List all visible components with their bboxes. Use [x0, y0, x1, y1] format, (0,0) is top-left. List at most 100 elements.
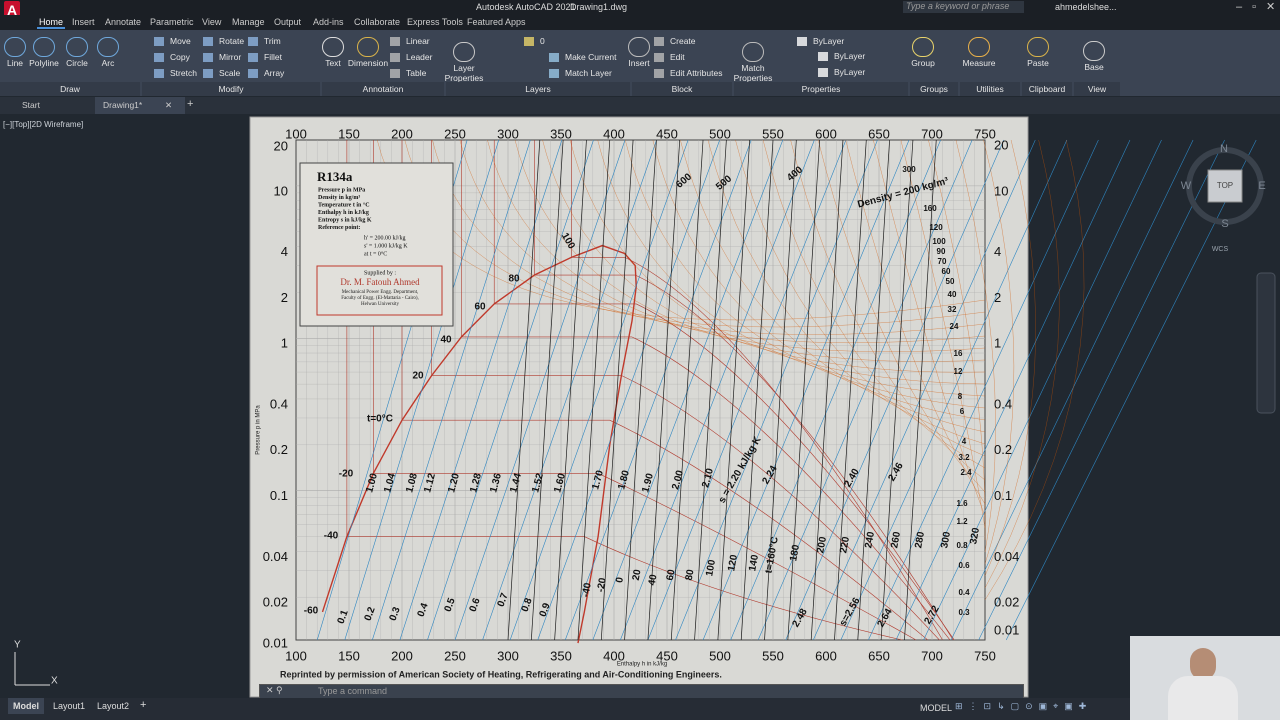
command-line[interactable]: ✕ ⚲ Type a command [259, 684, 1024, 699]
tool-icon[interactable] [1027, 37, 1049, 57]
ribbon-tab[interactable]: View [202, 17, 222, 27]
ribbon-tab[interactable]: Collaborate [354, 17, 401, 27]
layout-tab[interactable]: Layout1 [53, 701, 86, 711]
status-toggles[interactable]: ⊞⋮⊡↳▢⊙▣⌖▣✚ [955, 701, 1093, 711]
tool-icon[interactable] [654, 37, 664, 46]
tool-icon[interactable] [154, 69, 164, 78]
tool-button[interactable]: Base [1084, 62, 1104, 72]
ribbon-tab[interactable]: Insert [72, 17, 95, 27]
tool-icon[interactable] [654, 53, 664, 62]
tool-icon[interactable] [4, 37, 26, 57]
tool-button[interactable]: Circle [66, 58, 88, 68]
tool-button[interactable]: Move [170, 36, 191, 46]
tool-button[interactable]: Create [670, 36, 696, 46]
tool-icon[interactable] [818, 52, 828, 61]
add-layout[interactable]: + [140, 699, 147, 711]
panel-title[interactable]: Groups [910, 82, 958, 96]
tool-button[interactable]: Linear [406, 36, 430, 46]
ribbon-tab[interactable]: Manage [232, 17, 265, 27]
doc-tab-active[interactable]: Drawing1* ✕ [95, 97, 185, 114]
tool-button[interactable]: Scale [219, 68, 241, 78]
tool-icon[interactable] [797, 37, 807, 46]
tool-icon[interactable] [203, 69, 213, 78]
tool-button[interactable]: Make Current [565, 52, 617, 62]
tool-icon[interactable] [248, 53, 258, 62]
ribbon-tab[interactable]: Parametric [150, 17, 194, 27]
ribbon-tab[interactable]: Output [274, 17, 302, 27]
viewport-label[interactable]: [−][Top][2D Wireframe] [3, 120, 84, 129]
tool-button[interactable]: Edit [670, 52, 685, 62]
tool-button[interactable]: Fillet [264, 52, 282, 62]
tool-icon[interactable] [203, 37, 213, 46]
tool-icon[interactable] [154, 37, 164, 46]
tool-button[interactable]: Dimension [347, 58, 389, 68]
panel-title[interactable]: Annotation [322, 82, 444, 96]
tool-button[interactable]: Table [406, 68, 427, 78]
tool-button[interactable]: Array [264, 68, 285, 78]
new-tab-icon[interactable]: + [187, 98, 194, 110]
ribbon-tab[interactable]: Featured Apps [467, 17, 526, 27]
user-name[interactable]: ahmedelshee... [1055, 2, 1117, 12]
space-mode[interactable]: MODEL [920, 703, 953, 713]
tool-icon[interactable] [248, 37, 258, 46]
layout-tab-active[interactable]: Model [8, 698, 44, 714]
tool-button[interactable]: Paste [1027, 58, 1049, 68]
tool-icon[interactable] [390, 69, 400, 78]
close-icon[interactable]: ✕ [165, 100, 173, 110]
tool-icon[interactable] [66, 37, 88, 57]
tool-icon[interactable] [97, 37, 119, 57]
tool-icon[interactable] [203, 53, 213, 62]
tool-icon[interactable] [968, 37, 990, 57]
search-box[interactable]: Type a keyword or phrase [903, 1, 1024, 13]
panel-title[interactable]: Draw [0, 82, 140, 96]
tool-icon[interactable] [322, 37, 344, 57]
panel-title[interactable]: Layers [446, 82, 630, 96]
tool-button[interactable]: Arc [101, 58, 115, 68]
tool-icon[interactable] [390, 37, 400, 46]
tool-button[interactable]: Mirror [219, 52, 242, 62]
tool-icon[interactable] [248, 69, 258, 78]
tool-button[interactable]: Match Properties [733, 63, 773, 83]
tool-button[interactable]: Measure [962, 58, 996, 68]
tool-button[interactable]: Edit Attributes [670, 68, 723, 78]
tool-button[interactable]: Polyline [29, 58, 59, 68]
panel-title[interactable]: Modify [142, 82, 320, 96]
tool-icon[interactable] [453, 42, 475, 62]
tool-button[interactable]: Layer Properties [444, 63, 484, 83]
tool-icon[interactable] [33, 37, 55, 57]
tool-icon[interactable] [524, 37, 534, 46]
tool-button[interactable]: Text [325, 58, 341, 68]
tool-icon[interactable] [912, 37, 934, 57]
tool-button[interactable]: Copy [170, 52, 190, 62]
ribbon-tab[interactable]: Add-ins [313, 17, 344, 27]
tool-button[interactable]: ByLayer [834, 51, 866, 61]
tool-button[interactable]: Line [6, 58, 24, 68]
tool-icon[interactable] [357, 37, 379, 57]
panel-title[interactable]: Properties [734, 82, 908, 96]
tool-icon[interactable] [742, 42, 764, 62]
tool-button[interactable]: Match Layer [565, 68, 612, 78]
tool-icon[interactable] [654, 69, 664, 78]
tool-button[interactable]: Stretch [170, 68, 197, 78]
ribbon-tab[interactable]: Annotate [105, 17, 142, 27]
viewcube-face[interactable] [1207, 169, 1243, 203]
tool-button[interactable]: Group [911, 58, 935, 68]
tool-button[interactable]: Rotate [219, 36, 245, 46]
tool-button[interactable]: Trim [264, 36, 281, 46]
tool-button[interactable]: 0 [540, 36, 545, 46]
window-controls[interactable]: –▫✕ [1236, 1, 1275, 13]
tool-icon[interactable] [549, 53, 559, 62]
tool-button[interactable]: Leader [406, 52, 433, 62]
panel-title[interactable]: Block [632, 82, 732, 96]
tool-icon[interactable] [818, 68, 828, 77]
doc-tab[interactable]: Start [22, 100, 40, 110]
panel-title[interactable]: Clipboard [1022, 82, 1072, 96]
tool-icon[interactable] [390, 53, 400, 62]
tool-button[interactable]: ByLayer [813, 36, 845, 46]
tool-button[interactable]: ByLayer [834, 67, 866, 77]
tool-icon[interactable] [154, 53, 164, 62]
panel-title[interactable]: Utilities [960, 82, 1020, 96]
panel-title[interactable]: View [1074, 82, 1120, 96]
tool-icon[interactable] [549, 69, 559, 78]
layout-tab[interactable]: Layout2 [97, 701, 130, 711]
